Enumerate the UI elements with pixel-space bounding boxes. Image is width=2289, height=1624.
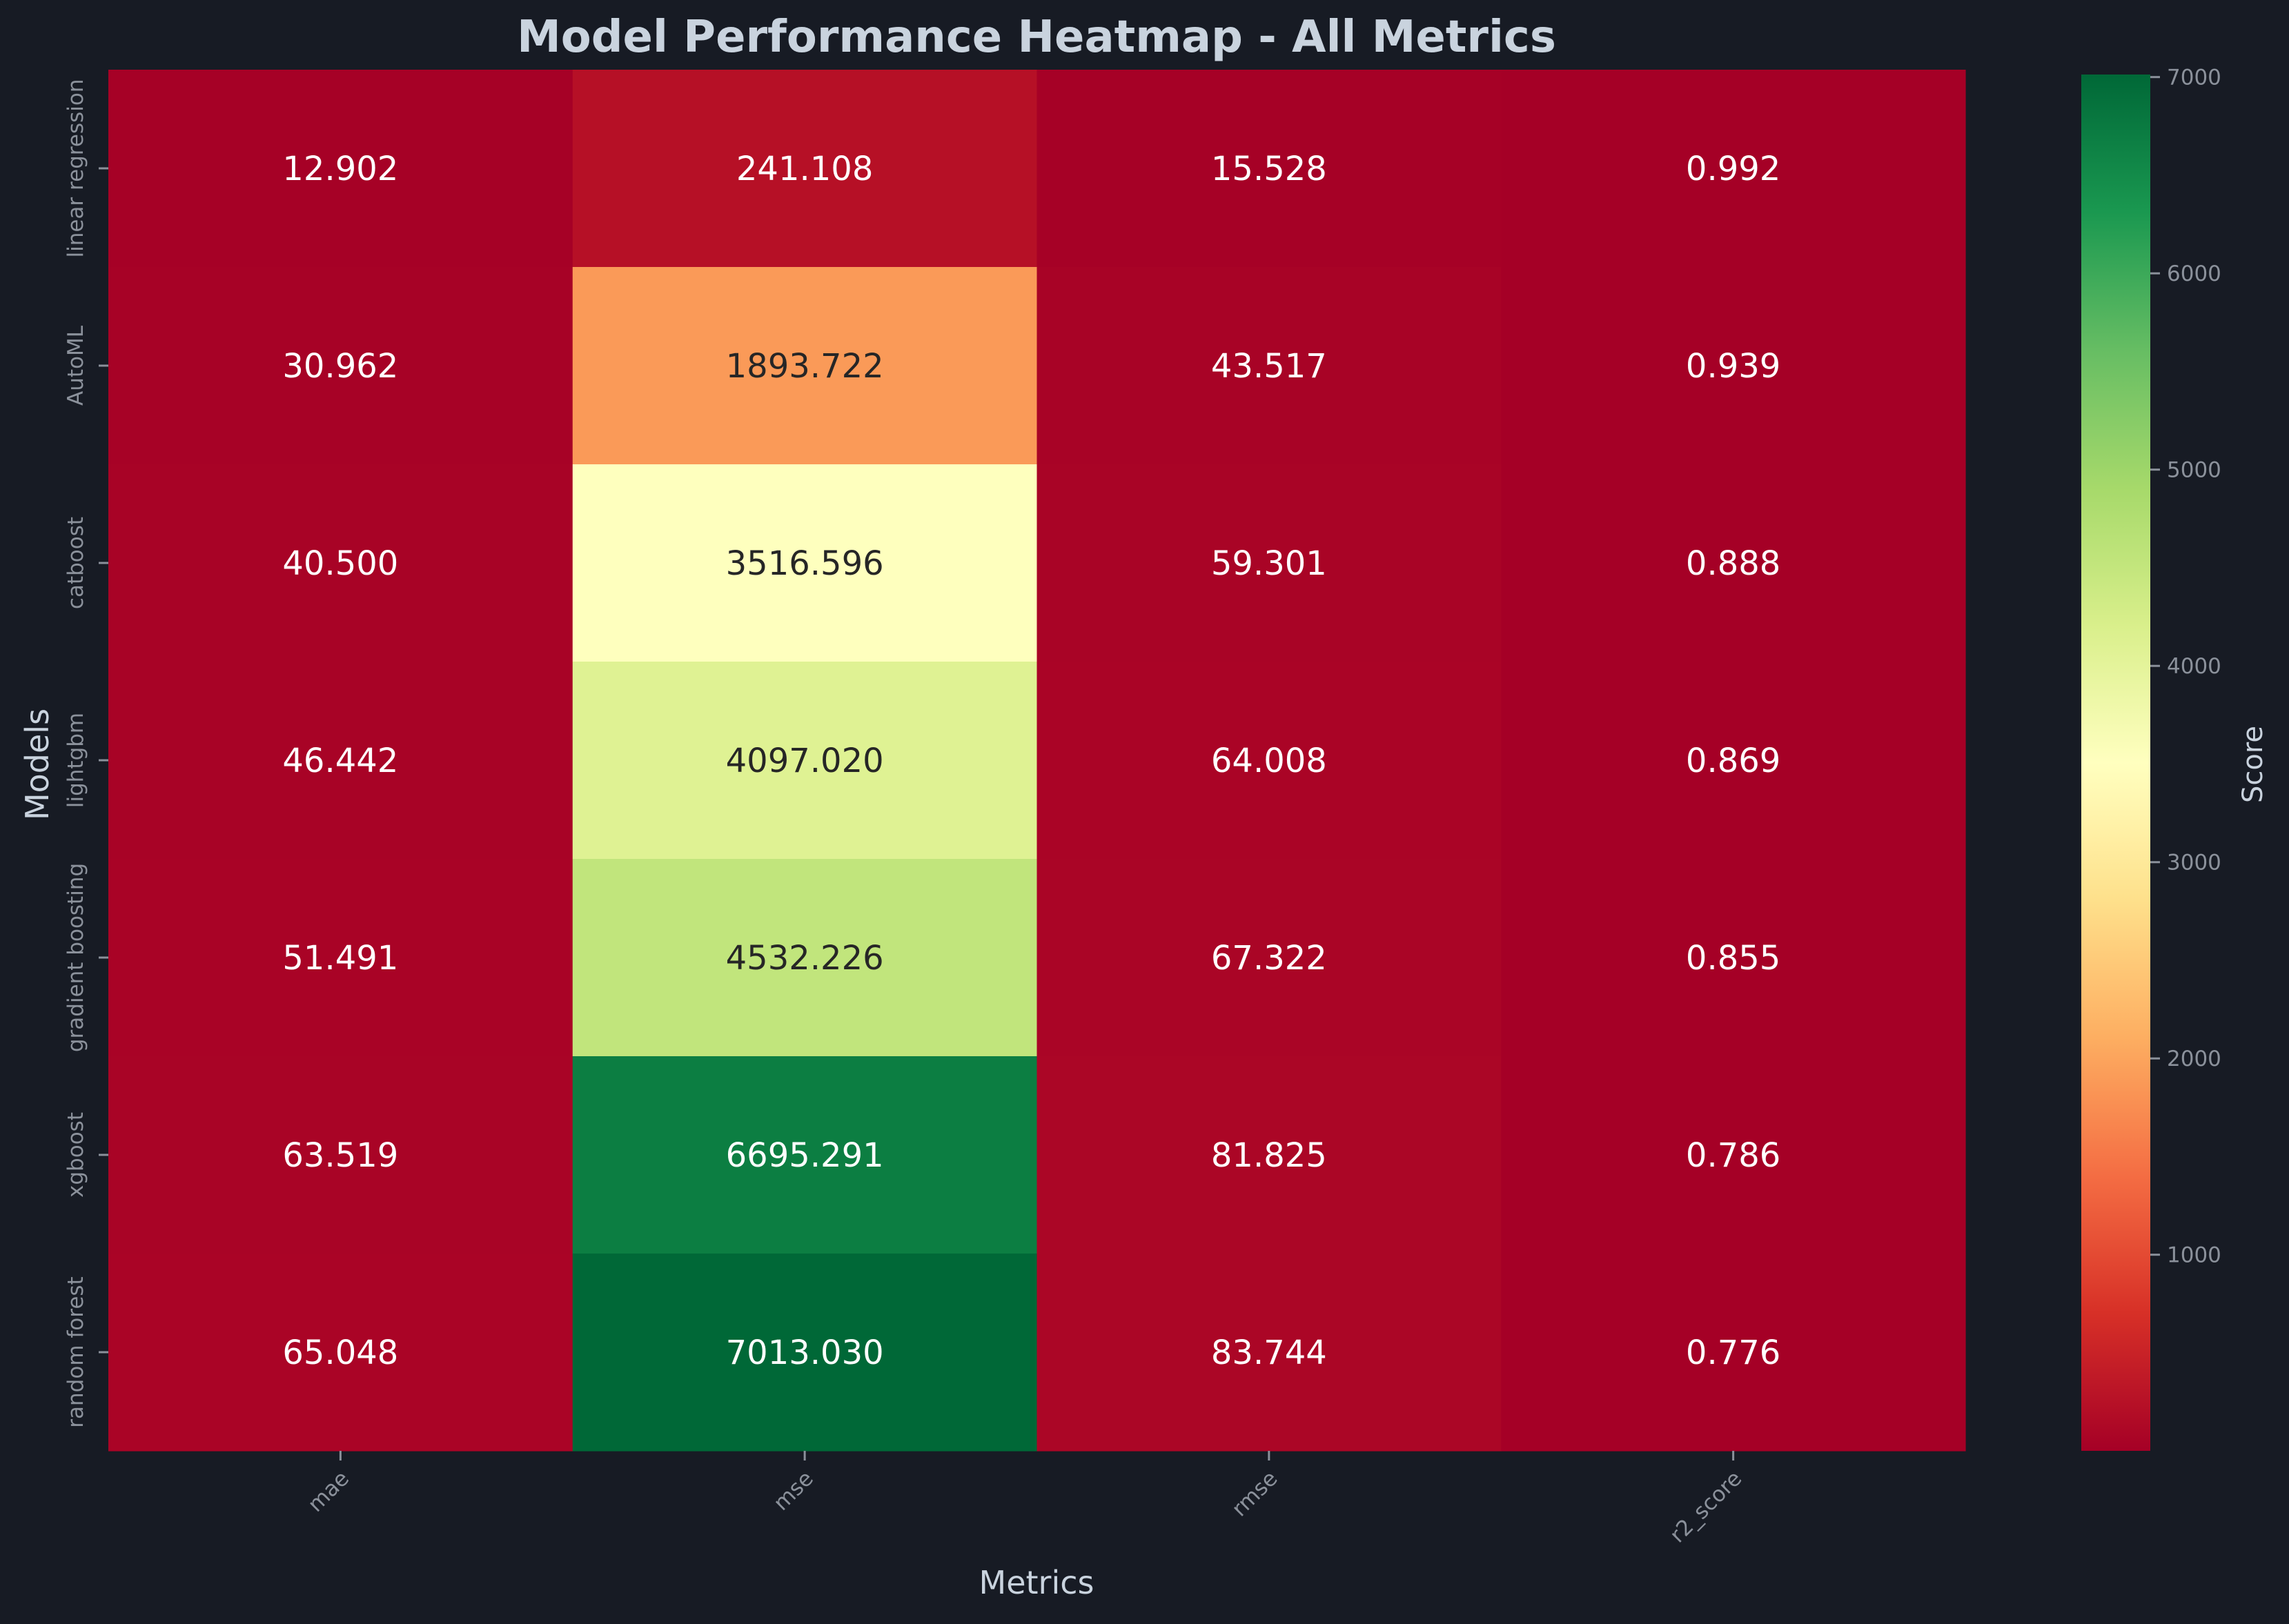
heatmap-cell-2-3 [1501, 464, 1966, 662]
x-axis-label: Metrics [979, 1564, 1094, 1601]
y-tick-label-3: lightgbm [63, 713, 88, 808]
heatmap-cell-1-2 [1037, 267, 1502, 465]
cell-value-label-0-2: 15.528 [1211, 150, 1327, 188]
y-tick-label-6: random forest [63, 1276, 88, 1427]
cell-value-label-4-3: 0.855 [1686, 939, 1780, 978]
heatmap-cell-5-1 [572, 1056, 1038, 1254]
heatmap-cell-6-1 [572, 1254, 1038, 1452]
cell-value-label-6-3: 0.776 [1686, 1334, 1780, 1372]
cell-value-label-2-0: 40.500 [282, 544, 398, 583]
heatmap-cell-3-2 [1037, 662, 1502, 860]
cell-value-label-5-3: 0.786 [1686, 1136, 1780, 1175]
colorbar-tick-label-6: 7000 [2167, 66, 2221, 90]
heatmap-cell-5-2 [1037, 1056, 1502, 1254]
cell-value-label-4-1: 4532.226 [726, 939, 884, 978]
cell-value-label-6-0: 65.048 [282, 1334, 398, 1372]
heatmap-cell-5-0 [108, 1056, 573, 1254]
cell-value-label-6-2: 83.744 [1211, 1334, 1327, 1372]
y-axis-label: Models [19, 709, 56, 820]
colorbar-tick-label-3: 4000 [2167, 654, 2221, 679]
heatmap-cell-6-2 [1037, 1254, 1502, 1452]
colorbar-tick-label-4: 5000 [2167, 458, 2221, 483]
heatmap-cell-1-1 [572, 267, 1038, 465]
x-tick-label-1: mse [769, 1466, 818, 1516]
heatmap-cell-2-1 [572, 464, 1038, 662]
heatmap-cell-4-0 [108, 859, 573, 1057]
cell-value-label-0-3: 0.992 [1686, 150, 1780, 188]
y-tick-label-5: xgboost [63, 1112, 88, 1198]
heatmap-cell-4-3 [1501, 859, 1966, 1057]
heatmap-cell-6-3 [1501, 1254, 1966, 1452]
colorbar-tick-label-0: 1000 [2167, 1243, 2221, 1268]
cell-value-label-6-1: 7013.030 [726, 1334, 884, 1372]
y-tick-label-4: gradient boosting [63, 863, 88, 1052]
heatmap-cell-2-2 [1037, 464, 1502, 662]
cell-value-label-1-0: 30.962 [282, 347, 398, 386]
y-tick-label-0: linear regression [63, 79, 88, 257]
heatmap-cells [108, 70, 1966, 1452]
heatmap-cell-0-3 [1501, 70, 1966, 268]
heatmap-cell-0-0 [108, 70, 573, 268]
cell-value-label-4-2: 67.322 [1211, 939, 1327, 978]
y-tick-label-2: catboost [63, 517, 88, 609]
heatmap-cell-0-1 [572, 70, 1038, 268]
y-tick-labels: linear regression AutoML catboost lightgbm g… [63, 79, 108, 1428]
cell-value-label-0-1: 241.108 [736, 150, 874, 188]
chart-title: Model Performance Heatmap - All Metrics [517, 12, 1556, 63]
heatmap-cell-3-3 [1501, 662, 1966, 860]
x-tick-label-2: rmse [1227, 1466, 1282, 1521]
heatmap-cell-1-0 [108, 267, 573, 465]
cell-value-label-1-2: 43.517 [1211, 347, 1327, 386]
cell-value-label-5-1: 6695.291 [726, 1136, 884, 1175]
heatmap-cell-2-0 [108, 464, 573, 662]
x-tick-labels: mae mse rmse r2_score [303, 1451, 1747, 1547]
colorbar-gradient [2081, 75, 2150, 1451]
heatmap-cell-4-2 [1037, 859, 1502, 1057]
x-tick-label-0: mae [303, 1466, 354, 1517]
heatmap-cell-1-3 [1501, 267, 1966, 465]
cell-value-label-2-3: 0.888 [1686, 544, 1780, 583]
cell-value-label-2-2: 59.301 [1211, 544, 1327, 583]
cell-annotations: 12.902 241.108 15.528 0.992 30.962 1893.722 43… [282, 150, 1780, 1372]
x-tick-label-3: r2_score [1665, 1466, 1747, 1547]
cell-value-label-5-0: 63.519 [282, 1136, 398, 1175]
cell-value-label-5-2: 81.825 [1211, 1136, 1327, 1175]
cell-value-label-1-1: 1893.722 [726, 347, 884, 386]
heatmap-cell-6-0 [108, 1254, 573, 1452]
cell-value-label-0-0: 12.902 [282, 150, 398, 188]
colorbar-label: Score [2237, 726, 2269, 803]
heatmap-cell-3-1 [572, 662, 1038, 860]
cell-value-label-3-0: 46.442 [282, 742, 398, 780]
cell-value-label-3-1: 4097.020 [726, 742, 884, 780]
cell-value-label-1-3: 0.939 [1686, 347, 1780, 386]
cell-value-label-3-3: 0.869 [1686, 742, 1780, 780]
cell-value-label-4-0: 51.491 [282, 939, 398, 978]
heatmap-cell-3-0 [108, 662, 573, 860]
y-tick-label-1: AutoML [63, 325, 88, 406]
heatmap-cell-5-3 [1501, 1056, 1966, 1254]
heatmap-cell-0-2 [1037, 70, 1502, 268]
cell-value-label-3-2: 64.008 [1211, 742, 1327, 780]
colorbar: 1000 2000 3000 4000 5000 6000 7000 [2081, 66, 2221, 1451]
colorbar-tick-label-5: 6000 [2167, 261, 2221, 286]
cell-value-label-2-1: 3516.596 [726, 544, 884, 583]
colorbar-tick-label-2: 3000 [2167, 851, 2221, 875]
heatmap-cell-4-1 [572, 859, 1038, 1057]
colorbar-tick-label-1: 2000 [2167, 1047, 2221, 1071]
